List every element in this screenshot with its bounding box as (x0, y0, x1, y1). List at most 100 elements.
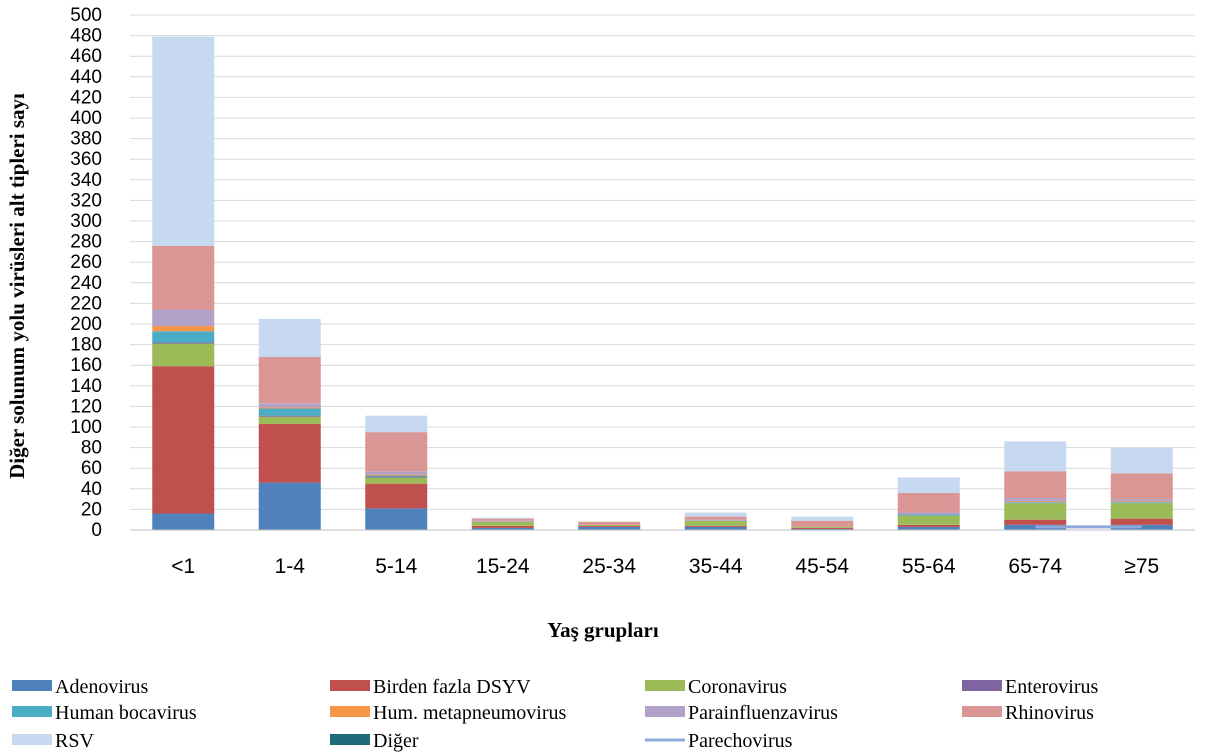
y-tick-label: 140 (70, 376, 102, 397)
bar-segment (152, 331, 215, 343)
legend-swatch (645, 680, 685, 691)
legend-label: Rhinovirus (1005, 702, 1094, 724)
bar-segment (684, 526, 747, 530)
y-tick-label: 80 (81, 438, 102, 459)
bar-segment (791, 527, 854, 529)
y-tick-label: 160 (70, 355, 102, 376)
y-tick-label: 60 (81, 458, 102, 479)
legend-label: Hum. metapneumovirus (373, 702, 567, 724)
bar-segment (1110, 518, 1173, 525)
y-tick-label: 340 (70, 170, 102, 191)
bar-segment (1004, 498, 1067, 502)
bar-segment (258, 356, 321, 404)
legend-label: Human bocavirus (55, 702, 197, 724)
bar-segment (791, 526, 854, 528)
x-tick-label: ≥75 (1124, 555, 1159, 578)
bar-segment (152, 245, 215, 310)
y-tick-label: 380 (70, 129, 102, 150)
x-tick-label: 25-34 (582, 555, 636, 578)
legend-swatch (645, 706, 685, 717)
y-tick-label: 200 (70, 314, 102, 335)
legend-label: Enterovirus (1005, 676, 1099, 698)
bar-segment (1004, 503, 1067, 520)
bar-segment (152, 36, 215, 246)
legend-swatch (12, 706, 52, 717)
y-tick-label: 440 (70, 67, 102, 88)
bar-segment (365, 476, 428, 478)
bar-segment (471, 521, 534, 526)
bar-segment (258, 403, 321, 408)
bar-segment (1110, 501, 1173, 503)
bar-segment (1004, 501, 1067, 503)
x-tick-label: 55-64 (902, 555, 956, 578)
y-tick-label: 120 (70, 396, 102, 417)
bar-segment (258, 415, 321, 417)
y-tick-label: 40 (81, 479, 102, 500)
legend-label: RSV (55, 730, 94, 752)
bar-segment (471, 518, 534, 521)
bar-segment (152, 309, 215, 327)
y-tick-label: 360 (70, 149, 102, 170)
legend-label: Birden fazla DSYV (373, 676, 531, 698)
bar-segment (365, 432, 428, 472)
x-tick-label: 35-44 (689, 555, 743, 578)
legend-label: Adenovirus (55, 676, 149, 698)
bar-segment (152, 342, 215, 344)
bar-segment (152, 326, 215, 332)
bar-segment (258, 482, 321, 530)
bar-segment (684, 516, 747, 520)
y-tick-label: 100 (70, 417, 102, 438)
bar-segment (258, 408, 321, 416)
x-tick-label: 5-14 (375, 555, 417, 578)
bar-segment (152, 343, 215, 367)
x-axis-title: Yaş grupları (547, 618, 659, 642)
legend: Adenovirus Birden fazla DSYV Coronavirus En… (12, 676, 1099, 752)
y-tick-label: 260 (70, 252, 102, 273)
bar-segment (258, 318, 321, 357)
bar-segment (897, 514, 960, 516)
bar-segment (1110, 499, 1173, 502)
bar-segment (578, 524, 641, 526)
legend-swatch (962, 680, 1002, 691)
bar-segment (471, 517, 534, 519)
bar-segment (1004, 502, 1067, 504)
bar-segment (791, 528, 854, 530)
bar-segment (897, 477, 960, 493)
bar-segment (1110, 473, 1173, 500)
bar-segment (684, 520, 747, 526)
bar-segment (365, 415, 428, 433)
bar-segment (471, 525, 534, 528)
bar-segment (578, 526, 641, 530)
y-tick-label: 320 (70, 190, 102, 211)
bar-segment (152, 366, 215, 514)
legend-swatch (330, 680, 370, 691)
y-tick-label: 240 (70, 273, 102, 294)
y-tick-label: 460 (70, 46, 102, 67)
bar-segment (365, 475, 428, 477)
legend-swatch (330, 706, 370, 717)
x-tick-label: 45-54 (795, 555, 849, 578)
bar-segment (1110, 503, 1173, 519)
bar-segment (1004, 441, 1067, 472)
bar-segment (578, 521, 641, 525)
bar-segment (471, 527, 534, 530)
bar-segment (1004, 519, 1067, 525)
bar-segment (897, 492, 960, 513)
bar-segment (684, 525, 747, 527)
y-tick-label: 420 (70, 87, 102, 108)
bars (152, 36, 1173, 530)
y-axis-title: Diğer solunum yolu virüsleri alt tipleri… (5, 93, 29, 479)
y-tick-label: 280 (70, 232, 102, 253)
bar-segment (365, 474, 428, 476)
x-tick-label: 1-4 (275, 555, 306, 578)
bar-segment (791, 516, 854, 521)
bar-segment (258, 423, 321, 483)
bar-segment (897, 526, 960, 530)
bar-segment (471, 520, 534, 522)
legend-swatch (962, 706, 1002, 717)
bar-segment (684, 512, 747, 517)
y-tick-label: 500 (70, 5, 102, 26)
bar-segment (365, 508, 428, 530)
axes: 0204060801001201401601802002202402602803… (70, 5, 1195, 578)
